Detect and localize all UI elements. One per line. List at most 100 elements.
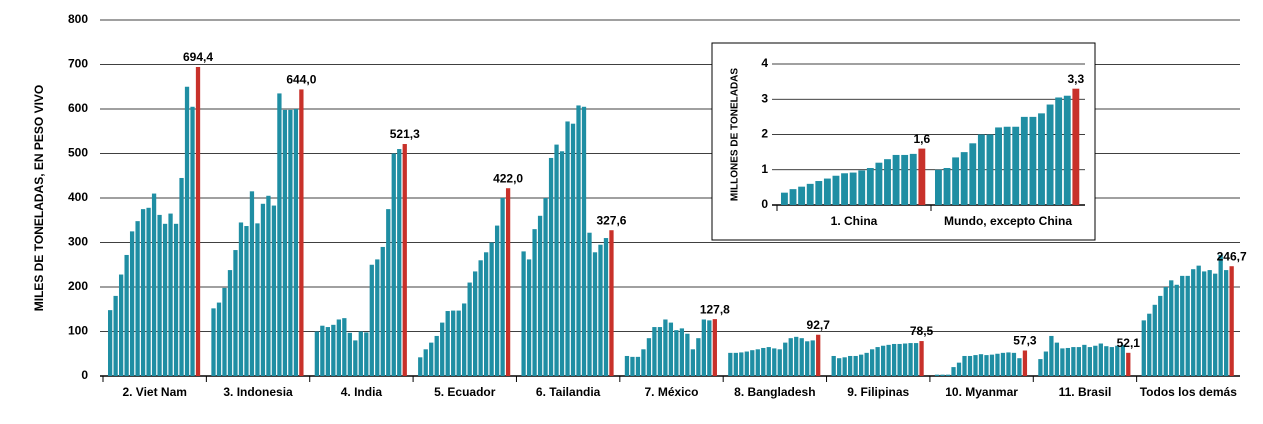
bar bbox=[1120, 344, 1125, 376]
bar bbox=[952, 157, 960, 205]
bar bbox=[113, 295, 118, 376]
bar bbox=[565, 121, 570, 377]
bar bbox=[1060, 348, 1065, 376]
bar bbox=[624, 355, 630, 376]
bar bbox=[1003, 126, 1011, 205]
value-label: 327,6 bbox=[596, 213, 626, 227]
y-tick-label: 3 bbox=[761, 91, 768, 105]
y-axis-title: MILES DE TONELADAS, EN PESO VIVO bbox=[32, 85, 46, 311]
value-label: 57,3 bbox=[1013, 334, 1037, 348]
bar bbox=[135, 221, 140, 376]
bar bbox=[364, 332, 369, 376]
bar bbox=[249, 191, 255, 376]
bar bbox=[118, 274, 124, 376]
bar bbox=[902, 343, 908, 376]
bar bbox=[369, 264, 374, 376]
bar bbox=[663, 319, 668, 376]
bar bbox=[336, 319, 341, 376]
x-tick-label: 10. Myanmar bbox=[945, 385, 1018, 399]
bar bbox=[962, 355, 967, 376]
x-tick-label: 5. Ecuador bbox=[434, 385, 496, 399]
bar bbox=[1196, 265, 1201, 376]
bar bbox=[358, 331, 363, 376]
bar bbox=[777, 349, 782, 376]
bar bbox=[1076, 347, 1082, 376]
bar bbox=[526, 259, 532, 376]
highlight-bar bbox=[299, 89, 304, 377]
bar bbox=[806, 183, 814, 205]
bar bbox=[255, 223, 260, 376]
x-tick-label: 6. Tailandia bbox=[536, 385, 601, 399]
bar bbox=[1000, 352, 1006, 376]
bar bbox=[1174, 284, 1179, 376]
bar bbox=[934, 374, 940, 376]
bar bbox=[761, 347, 766, 376]
y-tick-label: 400 bbox=[68, 190, 88, 204]
bar bbox=[1006, 352, 1011, 376]
bar bbox=[951, 367, 956, 376]
bar bbox=[603, 238, 609, 376]
y-tick-label: 500 bbox=[68, 146, 88, 160]
bar bbox=[1043, 351, 1049, 376]
x-tick-label: 1. China bbox=[831, 214, 878, 228]
bar bbox=[320, 325, 325, 376]
bar bbox=[380, 246, 385, 376]
bar bbox=[467, 282, 472, 376]
y-tick-label: 0 bbox=[81, 368, 88, 382]
bar bbox=[1218, 254, 1223, 376]
highlight-bar bbox=[1229, 266, 1234, 376]
bar bbox=[592, 252, 598, 376]
y-tick-label: 1 bbox=[761, 162, 768, 176]
bar bbox=[789, 189, 797, 205]
bar bbox=[866, 167, 874, 205]
bar bbox=[1017, 358, 1022, 376]
bar bbox=[679, 328, 685, 376]
value-label: 52,1 bbox=[1117, 336, 1141, 350]
value-label: 1,6 bbox=[914, 132, 931, 146]
bar bbox=[969, 143, 977, 205]
value-label: 644,0 bbox=[286, 73, 316, 87]
y-tick-label: 600 bbox=[68, 101, 88, 115]
bar bbox=[849, 172, 857, 205]
bar bbox=[848, 355, 853, 376]
bar bbox=[995, 353, 1000, 376]
bar bbox=[375, 259, 380, 376]
bar bbox=[1071, 347, 1076, 376]
bar bbox=[314, 331, 320, 376]
bar bbox=[190, 106, 195, 377]
bar bbox=[886, 344, 891, 376]
bar bbox=[913, 343, 919, 376]
x-tick-label: Mundo, excepto China bbox=[944, 214, 1072, 228]
bar bbox=[1012, 126, 1020, 205]
bar bbox=[140, 209, 146, 376]
bar bbox=[1046, 104, 1054, 205]
bar bbox=[635, 356, 641, 376]
bar bbox=[875, 347, 880, 376]
main-chart: 0 100 200 300 400 500 600 700 800 MILES DE TONELA… bbox=[32, 12, 1247, 399]
bar bbox=[750, 350, 755, 376]
bar bbox=[1038, 359, 1043, 376]
bar bbox=[690, 349, 696, 376]
bar bbox=[1055, 97, 1063, 205]
bar bbox=[1011, 352, 1017, 376]
bar bbox=[842, 357, 847, 376]
bar bbox=[168, 213, 173, 376]
bar bbox=[434, 335, 439, 376]
bar bbox=[184, 86, 190, 376]
bar bbox=[755, 349, 760, 376]
bar bbox=[1207, 270, 1212, 376]
y-tick-label: 700 bbox=[68, 57, 88, 71]
inset-frame bbox=[711, 42, 1096, 241]
bar bbox=[657, 327, 663, 376]
bar bbox=[1185, 275, 1190, 376]
bar bbox=[260, 203, 266, 376]
bar bbox=[1213, 273, 1218, 376]
x-tick-label: Todos los demás bbox=[1140, 385, 1237, 399]
bar bbox=[1158, 295, 1163, 376]
value-label: 422,0 bbox=[493, 171, 523, 185]
value-label: 92,7 bbox=[807, 318, 831, 332]
bar bbox=[342, 318, 347, 376]
highlight-bar bbox=[918, 148, 926, 205]
bar bbox=[1109, 347, 1114, 376]
